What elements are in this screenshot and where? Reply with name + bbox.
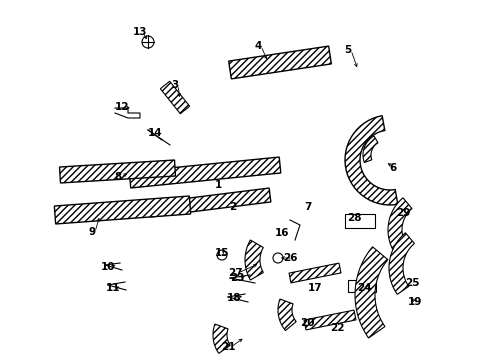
Text: 21: 21 bbox=[220, 342, 235, 352]
Text: 11: 11 bbox=[105, 283, 120, 293]
Bar bbox=[288, 263, 340, 283]
Bar bbox=[304, 310, 355, 330]
Polygon shape bbox=[387, 198, 411, 251]
Text: 29: 29 bbox=[395, 208, 409, 218]
Text: 16: 16 bbox=[274, 228, 289, 238]
Polygon shape bbox=[362, 136, 377, 162]
Text: 6: 6 bbox=[388, 163, 396, 173]
Text: 13: 13 bbox=[132, 27, 147, 37]
Text: 28: 28 bbox=[346, 213, 361, 223]
Text: 15: 15 bbox=[214, 248, 229, 258]
Polygon shape bbox=[213, 324, 230, 354]
Text: 24: 24 bbox=[356, 283, 370, 293]
Text: 12: 12 bbox=[115, 102, 129, 112]
Text: 26: 26 bbox=[282, 253, 297, 263]
Text: 4: 4 bbox=[254, 41, 261, 51]
Text: 3: 3 bbox=[171, 80, 178, 90]
Text: 7: 7 bbox=[304, 202, 311, 212]
Text: 22: 22 bbox=[329, 323, 344, 333]
Text: 19: 19 bbox=[407, 297, 421, 307]
Bar bbox=[60, 160, 175, 183]
Polygon shape bbox=[345, 116, 397, 205]
Text: 10: 10 bbox=[101, 262, 115, 272]
Bar bbox=[54, 196, 190, 224]
Bar bbox=[228, 46, 331, 79]
Bar bbox=[129, 157, 280, 188]
Text: 23: 23 bbox=[229, 273, 244, 283]
Bar bbox=[345, 214, 374, 228]
Polygon shape bbox=[388, 233, 414, 294]
Bar bbox=[347, 280, 375, 292]
Text: 8: 8 bbox=[114, 172, 122, 182]
Text: 25: 25 bbox=[404, 278, 418, 288]
Polygon shape bbox=[244, 240, 263, 280]
Text: 5: 5 bbox=[344, 45, 351, 55]
Text: 17: 17 bbox=[307, 283, 322, 293]
Polygon shape bbox=[278, 299, 296, 330]
Text: 20: 20 bbox=[299, 318, 314, 328]
Text: 27: 27 bbox=[227, 268, 242, 278]
Bar bbox=[149, 188, 270, 217]
Bar bbox=[160, 81, 189, 114]
Text: 1: 1 bbox=[214, 180, 221, 190]
Text: 14: 14 bbox=[147, 128, 162, 138]
Text: 18: 18 bbox=[226, 293, 241, 303]
Polygon shape bbox=[354, 247, 387, 338]
Text: 9: 9 bbox=[88, 227, 95, 237]
Text: 2: 2 bbox=[229, 202, 236, 212]
